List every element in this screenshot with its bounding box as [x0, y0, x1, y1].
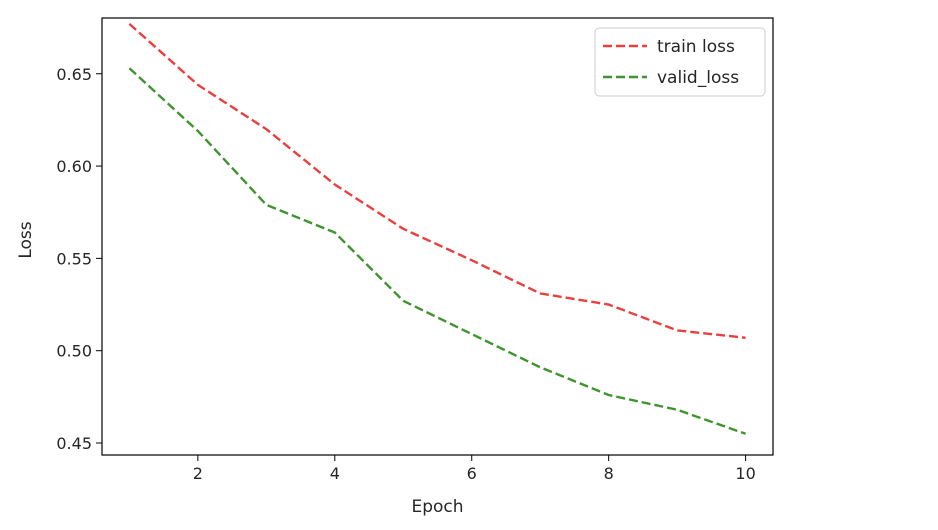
legend-label-valid-loss: valid_loss [657, 68, 739, 88]
y-axis: 0.45 0.50 0.55 0.60 0.65 [56, 65, 102, 453]
y-tick-label: 0.65 [56, 65, 92, 84]
x-tick-label: 8 [604, 464, 614, 483]
x-tick-label: 2 [193, 464, 203, 483]
y-tick-label: 0.50 [56, 342, 92, 361]
x-tick-label: 6 [467, 464, 477, 483]
plot-frame [101, 17, 774, 456]
y-tick-label: 0.60 [56, 157, 92, 176]
x-axis: 2 4 6 8 10 [193, 455, 756, 483]
y-axis-label: Loss [16, 221, 36, 258]
x-axis-label: Epoch [411, 497, 463, 517]
series-line-valid-loss [128, 67, 747, 435]
legend: train loss valid_loss [594, 27, 766, 97]
series-line-train-loss [128, 23, 746, 339]
x-tick-label: 4 [330, 464, 340, 483]
series-layer [128, 23, 747, 435]
legend-label-train-loss: train loss [657, 37, 735, 57]
x-tick-label: 10 [735, 464, 755, 483]
y-tick-label: 0.45 [56, 434, 92, 453]
y-tick-label: 0.55 [56, 249, 92, 268]
